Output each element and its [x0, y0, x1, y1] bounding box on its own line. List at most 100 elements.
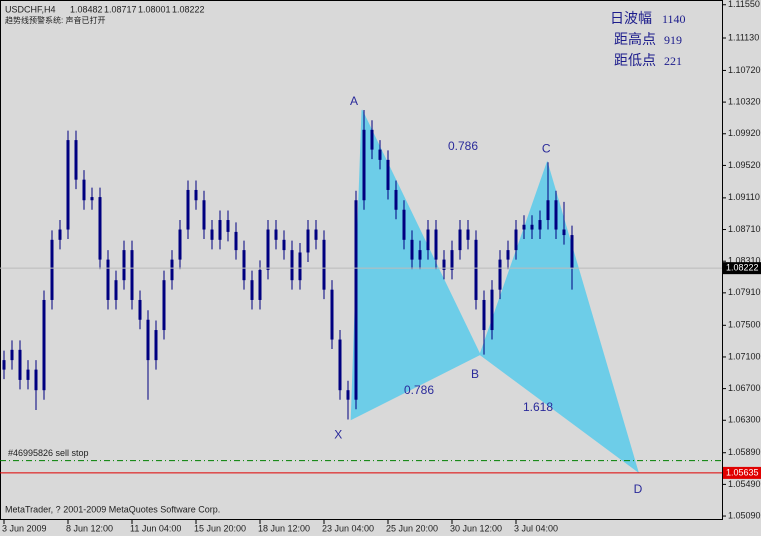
candle-body — [458, 229, 462, 251]
harmonic-leg — [479, 160, 639, 474]
plot-frame — [0, 0, 723, 520]
x-tick-label: 18 Jun 12:00 — [258, 523, 310, 533]
last-price-label: 1.08222 — [726, 263, 759, 273]
candle-body — [474, 239, 478, 300]
candle-body — [122, 250, 126, 281]
candle-body — [90, 197, 94, 201]
candle-body — [218, 220, 222, 240]
pattern-point-label: X — [334, 428, 342, 442]
y-tick-label: 1.09920 — [728, 128, 761, 138]
candle-body — [370, 129, 374, 150]
candle-body — [138, 299, 142, 320]
candle-body — [274, 229, 278, 240]
y-tick-label: 1.09520 — [728, 160, 761, 170]
ohlc-open: 1.08482 — [70, 4, 103, 14]
y-tick-label: 1.10720 — [728, 65, 761, 75]
x-tick-label: 25 Jun 20:00 — [386, 523, 438, 533]
candle-body — [498, 259, 502, 290]
x-tick-label: 3 Jul 04:00 — [514, 523, 558, 533]
candle-body — [154, 330, 158, 361]
y-tick-label: 1.05890 — [728, 447, 761, 457]
x-tick-label: 11 Jun 04:00 — [130, 523, 181, 533]
info-value: 919 — [664, 33, 682, 47]
candle-body — [330, 289, 334, 340]
y-tick-label: 1.09110 — [728, 192, 760, 202]
candle-body — [170, 259, 174, 281]
candle-body — [346, 390, 350, 400]
candle-body — [450, 250, 454, 270]
candle-body — [466, 229, 470, 240]
candle-body — [178, 229, 182, 260]
subtitle: 趋势线预警系统: 声音已打开 — [5, 15, 105, 25]
candle-body — [434, 229, 438, 260]
pattern-point-label: B — [471, 367, 479, 381]
candle-body — [530, 224, 534, 230]
candle-body — [162, 280, 166, 331]
x-tick-label: 23 Jun 04:00 — [322, 523, 374, 533]
pattern-point-label: D — [634, 482, 643, 496]
candle-body — [114, 280, 118, 300]
y-tick-label: 1.06700 — [728, 383, 761, 393]
candle-body — [234, 231, 238, 251]
ohlc-high: 1.08717 — [104, 4, 137, 14]
order-label: #46995826 sell stop — [8, 448, 89, 458]
y-tick-label: 1.08310 — [728, 256, 761, 266]
candle-body — [26, 369, 30, 380]
candle-body — [538, 220, 542, 230]
candle-body — [146, 319, 150, 361]
candle-body — [242, 250, 246, 281]
candle-body — [10, 349, 14, 361]
info-label: 距高点 — [614, 31, 656, 48]
candle-body — [258, 269, 262, 300]
candle-body — [306, 229, 310, 253]
pattern-point-label: A — [350, 94, 358, 108]
candle-body — [58, 229, 62, 240]
y-tick-label: 1.07500 — [728, 320, 761, 330]
candle-body — [2, 360, 6, 370]
x-tick-label: 30 Jun 12:00 — [450, 523, 502, 533]
candle-body — [250, 280, 254, 300]
candle-body — [82, 179, 86, 201]
info-value: 221 — [664, 54, 682, 68]
x-tick-label: 15 Jun 20:00 — [194, 523, 246, 533]
y-tick-label: 1.11550 — [728, 0, 760, 9]
candle-body — [386, 159, 390, 190]
candle-body — [570, 235, 574, 269]
candle-body — [226, 220, 230, 232]
candle-body — [322, 239, 326, 290]
info-value: 1140 — [662, 12, 686, 26]
candle-body — [354, 200, 358, 400]
y-tick-label: 1.05090 — [728, 510, 761, 520]
candle-body — [74, 140, 78, 180]
candle-body — [426, 229, 430, 251]
candle-body — [290, 250, 294, 281]
candle-body — [34, 369, 38, 391]
candle-body — [362, 129, 366, 201]
candle-body — [554, 200, 558, 230]
ohlc-close: 1.08222 — [172, 4, 205, 14]
x-tick-label: 8 Jun 12:00 — [66, 523, 113, 533]
candle-body — [266, 229, 270, 270]
candle-body — [418, 250, 422, 260]
candle-body — [106, 259, 110, 300]
candle-body — [42, 299, 46, 391]
y-tick-label: 1.08710 — [728, 224, 761, 234]
candle-body — [490, 289, 494, 331]
y-tick-label: 1.07910 — [728, 287, 761, 297]
candle-body — [378, 149, 382, 160]
candle-body — [202, 200, 206, 230]
ohlc-low: 1.08001 — [138, 4, 171, 14]
candle-body — [546, 200, 550, 221]
candle-body — [282, 239, 286, 251]
y-tick-label: 1.07100 — [728, 351, 761, 361]
candle-body — [338, 339, 342, 391]
footer: MetaTrader, ? 2001-2009 MetaQuotes Softw… — [5, 504, 220, 514]
candle-body — [562, 229, 566, 236]
y-tick-label: 1.05490 — [728, 479, 761, 489]
y-tick-label: 1.10320 — [728, 96, 761, 106]
info-label: 日波幅 — [610, 11, 652, 27]
candle-body — [442, 259, 446, 270]
candle-body — [298, 252, 302, 281]
candle-body — [130, 250, 134, 300]
